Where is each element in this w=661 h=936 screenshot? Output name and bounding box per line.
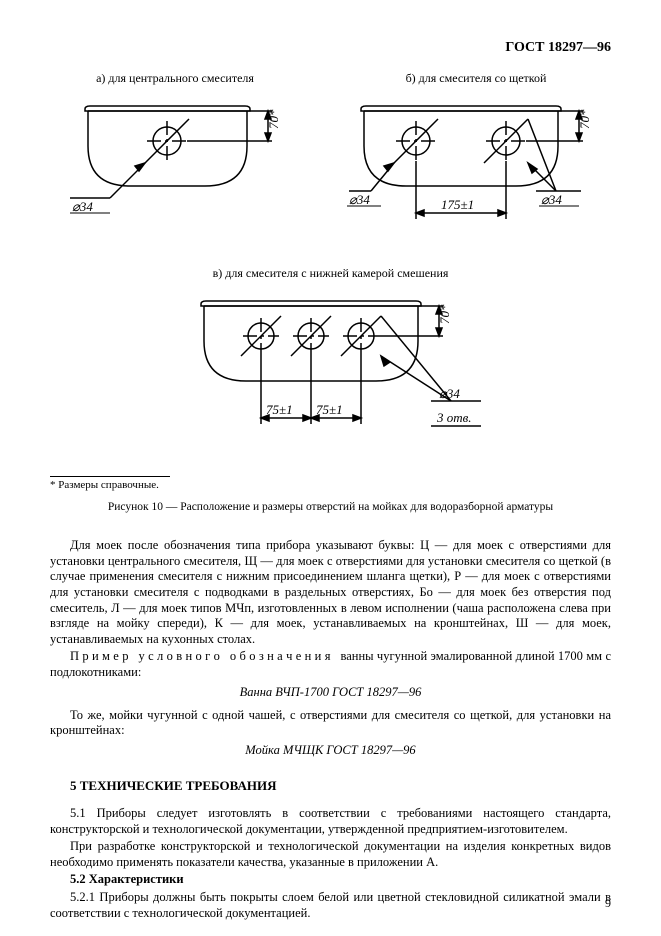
dim-d34-a: ⌀34 (72, 199, 93, 214)
paragraph-1: Для моек после обозначения типа прибора … (50, 538, 611, 647)
dim-75b-c: 75±1 (316, 402, 343, 417)
paragraph-5-2h: 5.2 Характеристики (50, 872, 611, 888)
figure-a-caption: а) для центрального смесителя (50, 71, 300, 86)
dim-75a-c: 75±1 (266, 402, 293, 417)
figure-c-caption: в) для смесителя с нижней камерой смешен… (50, 266, 611, 281)
gost-header: ГОСТ 18297—96 (50, 40, 611, 56)
footnote-text: * Размеры справочные. (50, 479, 611, 491)
dim-70-a: 70* (266, 109, 281, 129)
dim-d34-b2: ⌀34 (541, 192, 562, 207)
figure-c-block: в) для смесителя с нижней камерой смешен… (50, 266, 611, 466)
figure-b-svg: 70* 175±1 ⌀34 ⌀34 (341, 91, 611, 251)
dim-d34-b1: ⌀34 (349, 192, 370, 207)
dim-175-b: 175±1 (441, 197, 474, 212)
figure-a-svg: 70* ⌀34 (50, 91, 300, 231)
document-page: ГОСТ 18297—96 а) для центрального смесит… (0, 0, 661, 936)
dim-70-b: 70* (577, 109, 592, 129)
dim-d34-c: ⌀34 (439, 386, 460, 401)
paragraph-5-1: 5.1 Приборы следует изготовлять в соотве… (50, 806, 611, 837)
figure-b-caption: б) для смесителя со щеткой (341, 71, 611, 86)
p52-heading-text: 5.2 Характеристики (70, 872, 184, 886)
page-number: 9 (605, 896, 611, 911)
paragraph-5-1b: При разработке конструкторской и техноло… (50, 839, 611, 870)
figure-b-block: б) для смесителя со щеткой (341, 71, 611, 256)
figure-a-block: а) для центрального смесителя (50, 71, 300, 236)
figure-main-caption: Рисунок 10 — Расположение и размеры отве… (50, 501, 611, 513)
paragraph-2-lead: П р и м е р у с л о в н о г о о б о з н … (50, 649, 611, 680)
note-3otv-c: 3 отв. (436, 410, 472, 425)
example-2: Мойка МЧЩК ГОСТ 18297—96 (50, 743, 611, 758)
footnote-rule (50, 476, 170, 477)
section-5-heading: 5 ТЕХНИЧЕСКИЕ ТРЕБОВАНИЯ (70, 778, 611, 794)
paragraph-3: То же, мойки чугунной с одной чашей, с о… (50, 708, 611, 739)
paragraph-5-2-1: 5.2.1 Приборы должны быть покрыты слоем … (50, 890, 611, 921)
figure-row-ab: а) для центрального смесителя (50, 71, 611, 256)
dim-70-c: 70* (437, 304, 452, 324)
example-1: Ванна ВЧП-1700 ГОСТ 18297—96 (50, 685, 611, 700)
figure-c-svg: 70* 75±1 75±1 ⌀34 3 отв. (161, 286, 501, 461)
